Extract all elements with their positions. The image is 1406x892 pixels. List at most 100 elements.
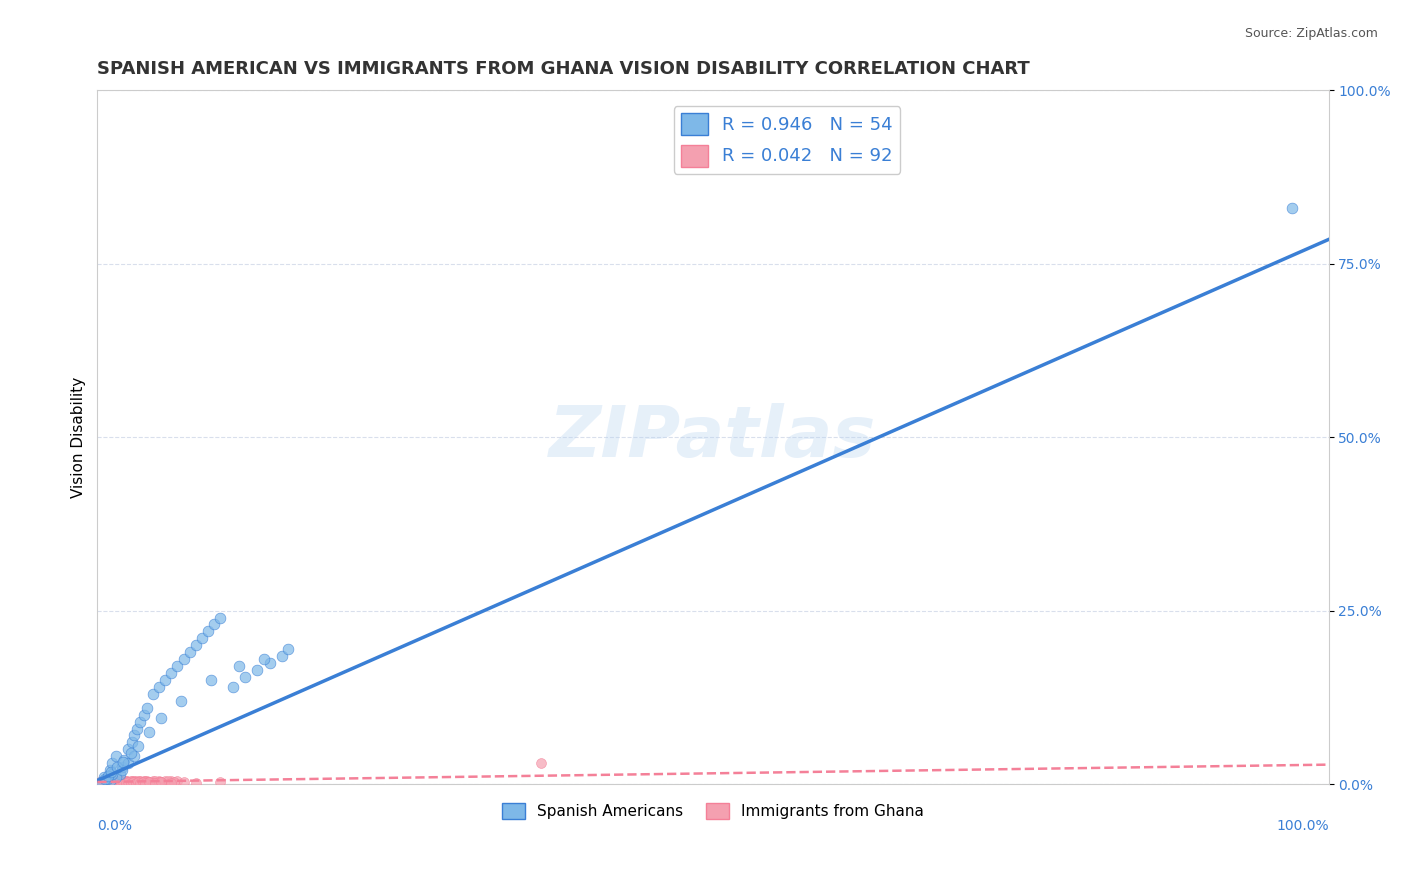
Point (101, 774, 124, 789)
Point (89, 775, 111, 789)
Point (148, 680, 170, 694)
Point (111, 763, 134, 777)
Point (90, 775, 112, 789)
Point (134, 775, 156, 789)
Point (142, 774, 165, 789)
Point (93, 775, 115, 789)
Point (111, 775, 134, 789)
Point (100, 764, 122, 779)
Point (120, 746, 142, 760)
Point (124, 749, 146, 764)
Point (114, 753, 136, 767)
Point (104, 770, 127, 784)
Point (94, 774, 117, 789)
Point (118, 775, 141, 789)
Point (104, 775, 127, 789)
Point (252, 652, 274, 666)
Text: SPANISH AMERICAN VS IMMIGRANTS FROM GHANA VISION DISABILITY CORRELATION CHART: SPANISH AMERICAN VS IMMIGRANTS FROM GHAN… (97, 60, 1031, 78)
Point (129, 774, 152, 789)
Point (91, 774, 114, 789)
Point (129, 775, 152, 789)
Point (114, 774, 136, 789)
Point (184, 775, 207, 789)
Legend: Spanish Americans, Immigrants from Ghana: Spanish Americans, Immigrants from Ghana (496, 797, 931, 825)
Point (105, 773, 128, 788)
Point (98, 763, 121, 777)
Point (124, 775, 146, 789)
Point (122, 775, 145, 789)
Point (97, 769, 120, 783)
Point (163, 775, 186, 789)
Point (98, 772, 121, 787)
Point (179, 645, 201, 659)
Point (143, 775, 166, 789)
Point (107, 775, 129, 789)
Point (148, 775, 170, 789)
Text: Source: ZipAtlas.com: Source: ZipAtlas.com (1244, 27, 1378, 40)
Point (96, 772, 118, 786)
Point (233, 669, 256, 683)
Point (127, 739, 149, 753)
Point (135, 700, 157, 714)
Point (153, 673, 176, 687)
Point (1281, 201, 1303, 215)
Point (138, 775, 160, 789)
Point (105, 760, 128, 774)
Point (222, 680, 245, 694)
Point (197, 624, 219, 639)
Point (97, 775, 120, 789)
Point (111, 760, 134, 774)
Point (117, 775, 139, 789)
Point (104, 775, 127, 789)
Point (131, 775, 153, 789)
Point (166, 659, 188, 673)
Point (108, 774, 131, 789)
Point (117, 775, 139, 789)
Point (134, 774, 156, 789)
Point (93, 772, 115, 787)
Point (94, 775, 117, 789)
Point (114, 775, 136, 789)
Point (98, 775, 121, 789)
Point (127, 775, 149, 789)
Point (122, 775, 145, 789)
Point (160, 666, 183, 681)
Point (101, 775, 124, 789)
Point (173, 775, 195, 789)
Point (209, 775, 232, 789)
Text: ZIPatlas: ZIPatlas (550, 402, 877, 472)
Point (124, 775, 146, 789)
Point (184, 638, 207, 652)
Point (127, 775, 149, 789)
Point (104, 775, 127, 789)
Point (100, 774, 122, 789)
Point (101, 766, 124, 780)
Point (150, 711, 173, 725)
Point (132, 775, 155, 789)
Point (97, 775, 120, 789)
Point (228, 659, 250, 673)
Point (277, 641, 299, 656)
Point (124, 774, 146, 789)
Point (142, 775, 165, 789)
Point (156, 774, 179, 789)
Point (117, 756, 139, 771)
Point (173, 652, 195, 666)
Point (114, 774, 136, 789)
Y-axis label: Vision Disability: Vision Disability (72, 376, 86, 498)
Text: 100.0%: 100.0% (1277, 819, 1329, 833)
Point (135, 775, 157, 789)
Point (93, 775, 115, 789)
Point (96, 775, 118, 789)
Point (134, 774, 156, 789)
Point (129, 714, 152, 729)
Point (134, 707, 156, 722)
Point (100, 775, 122, 789)
Point (112, 755, 135, 769)
Point (108, 775, 131, 789)
Point (138, 775, 160, 789)
Point (138, 725, 160, 739)
Point (90, 775, 112, 789)
Point (143, 774, 166, 789)
Point (124, 729, 146, 743)
